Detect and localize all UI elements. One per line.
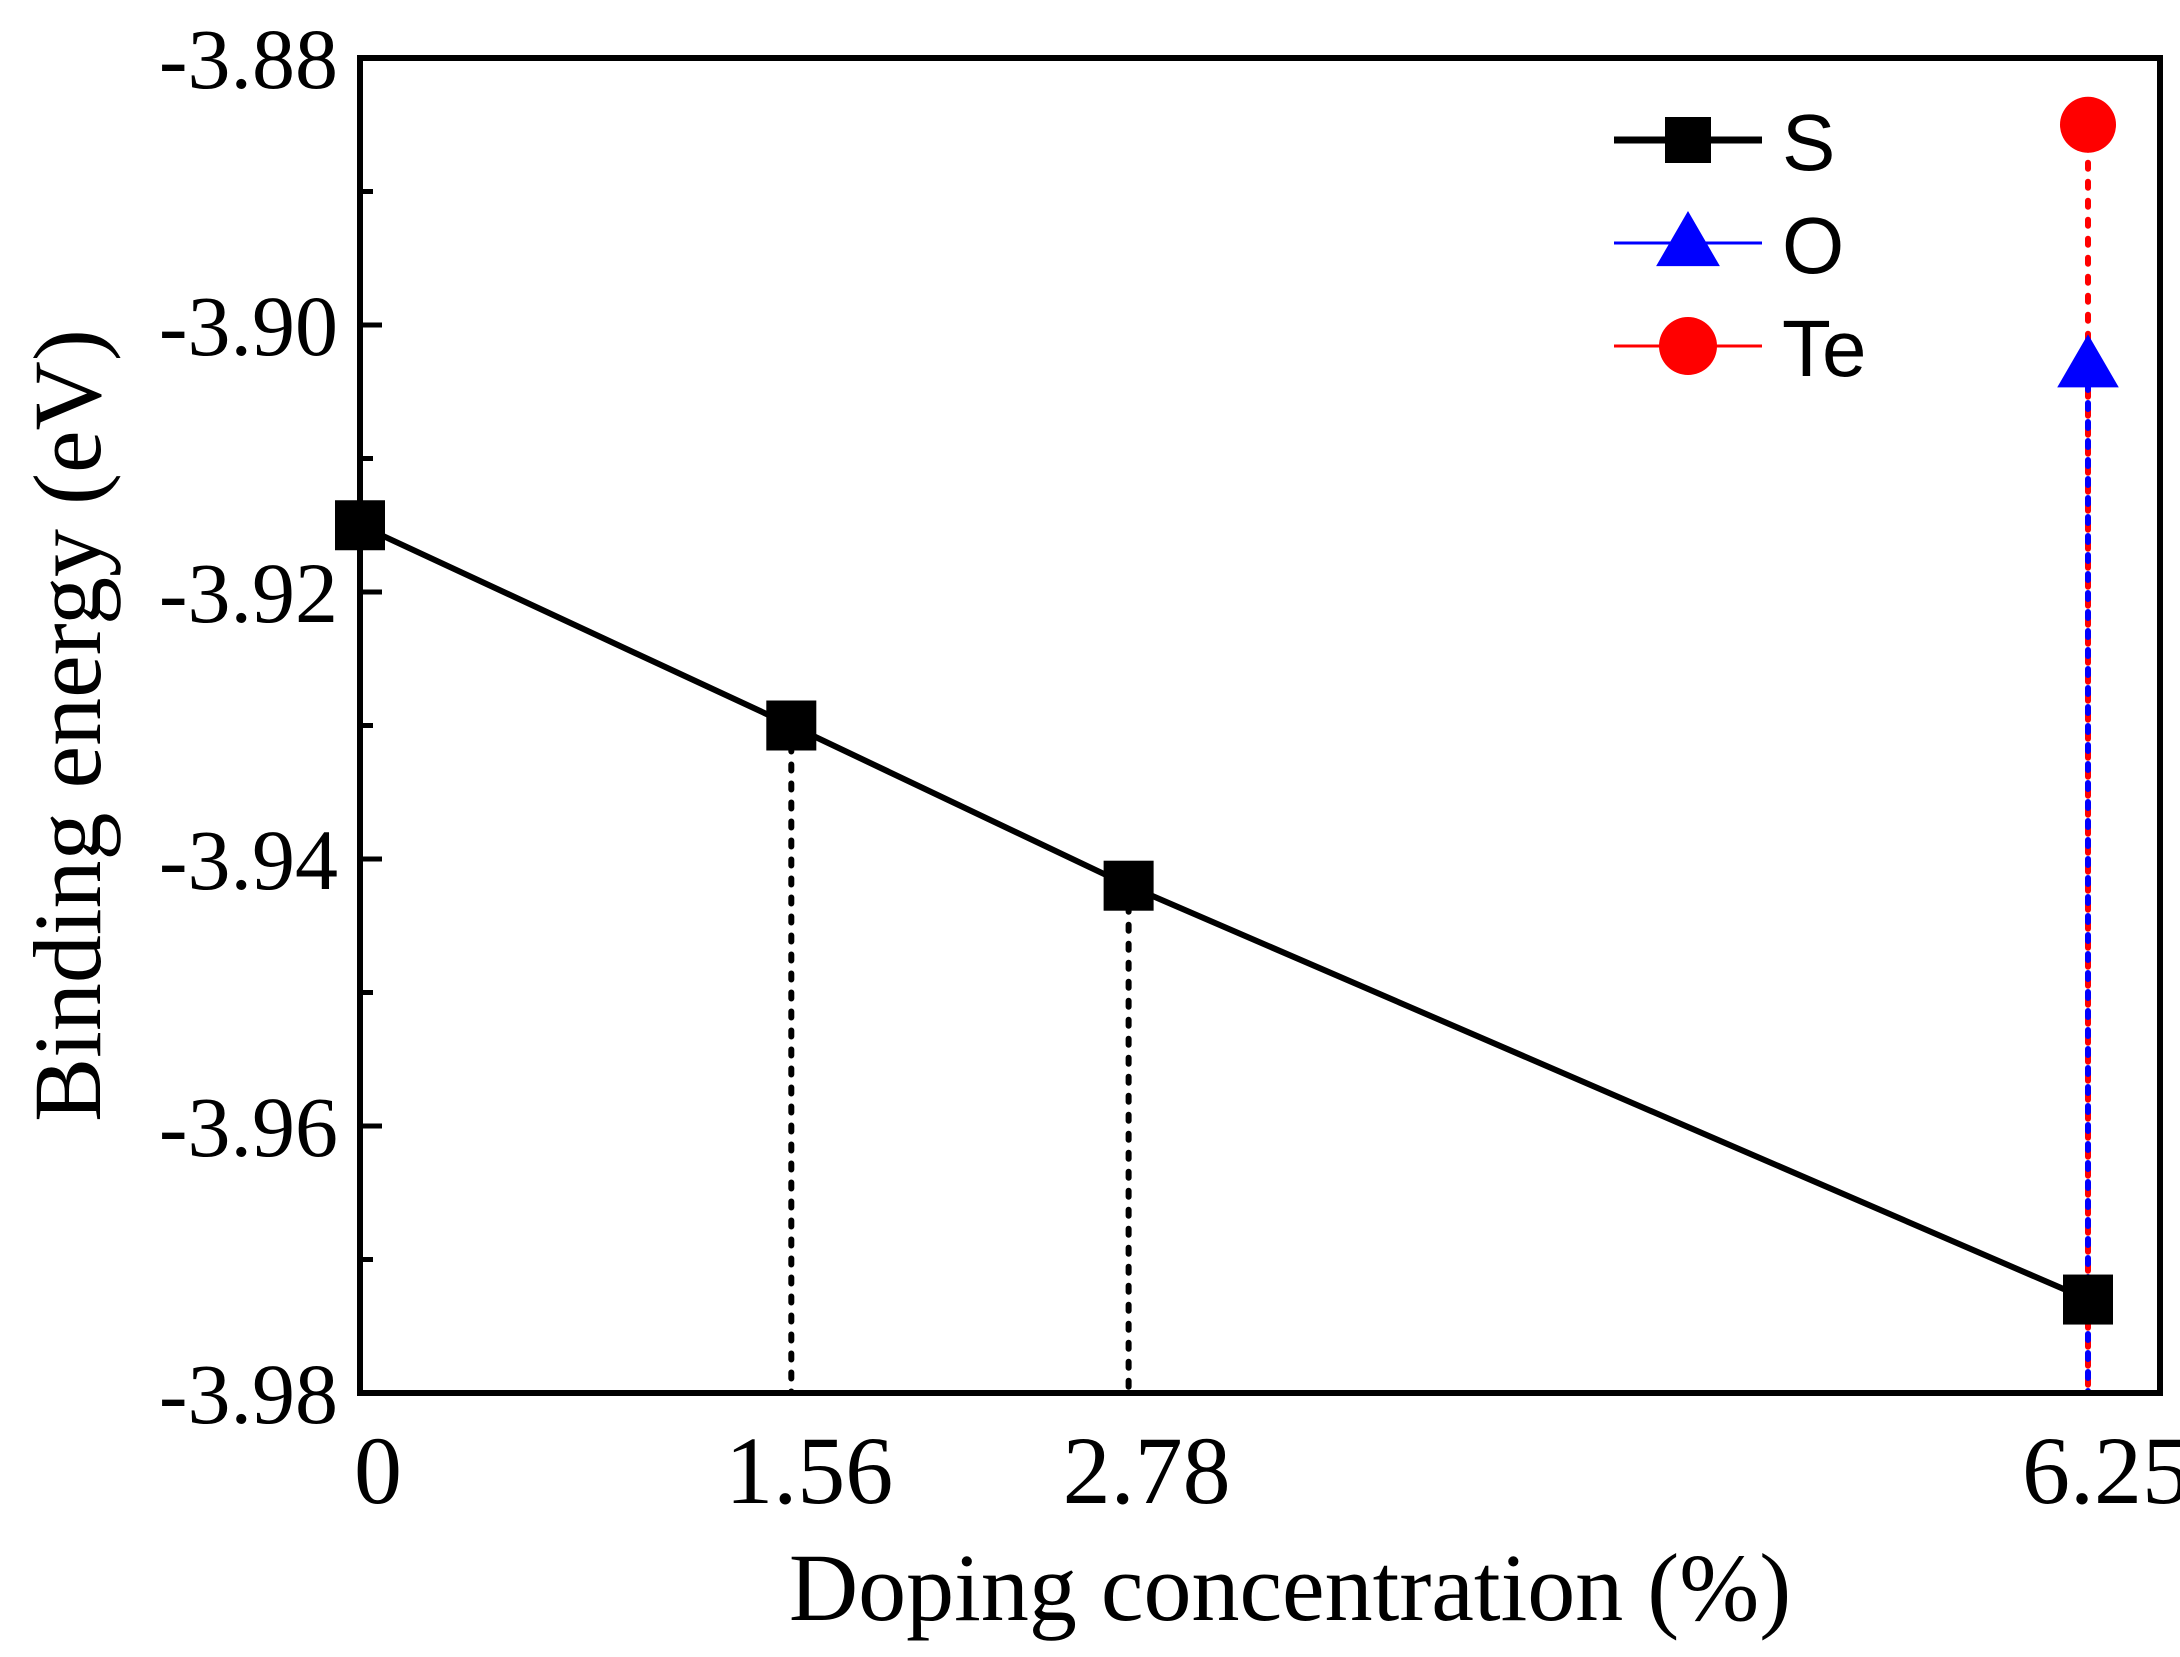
y-tick-label: -3.90 [159,278,338,374]
x-tick-label: 2.78 [1063,1417,1231,1524]
data-markers [335,96,2119,1325]
data-point-S [1103,860,1154,911]
x-tick-label: 1.56 [725,1417,893,1524]
legend-marker-S [1665,117,1711,163]
data-point-S [2063,1274,2113,1325]
legend-marker-Te [1659,317,1717,375]
x-tick-label: 0 [354,1417,402,1524]
data-point-Te [2060,96,2116,153]
legend-label-S: S [1782,98,1835,187]
y-tick-label: -3.96 [159,1079,338,1175]
axis-ticks [360,55,382,1396]
y-axis-label: Binding energy (eV) [14,329,121,1122]
tick-labels: -3.88 -3.90 -3.92 -3.94 -3.96 -3.980 1.56 2.78 6… [159,11,2180,1524]
y-tick-label: -3.98 [159,1346,338,1442]
y-tick-label: -3.88 [159,11,338,107]
data-point-S [766,700,817,751]
drop-lines [788,121,2091,1396]
legend-label-O: O [1782,201,1844,290]
y-tick-label: -3.92 [159,545,338,641]
y-tick-label: -3.94 [159,812,338,908]
x-axis-label: Doping concentration (%) [789,1534,1791,1641]
x-tick-label: 6.25 [2022,1417,2180,1524]
legend-marker-O [1656,211,1720,267]
series-lines [358,522,2090,1303]
data-point-O [2057,334,2119,388]
legend-label-Te: Te [1782,304,1867,393]
plot-frame [357,55,2163,1396]
legend: SO Te [1614,98,1867,393]
series-line-S [358,522,2090,1303]
